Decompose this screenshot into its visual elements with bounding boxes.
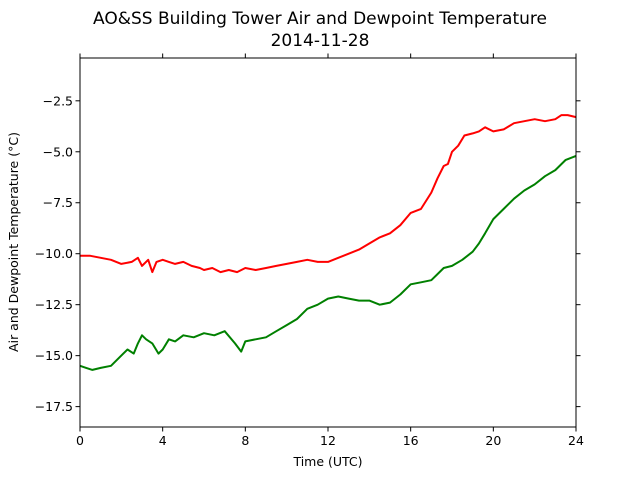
plot-lines: [79, 114, 577, 371]
y-tick-label: −5.0: [43, 144, 73, 159]
x-tick-label: 16: [403, 433, 419, 448]
x-tick-label: 12: [320, 433, 336, 448]
x-tick-label: 24: [568, 433, 584, 448]
series-line-1: [79, 154, 577, 371]
series-line-0: [80, 114, 577, 274]
y-tick-label: −7.5: [43, 195, 73, 210]
x-tick-label: 20: [485, 433, 501, 448]
x-axis-label: Time (UTC): [292, 454, 362, 469]
y-tick-label: −2.5: [43, 93, 73, 108]
y-axis: −2.5 −5.0 −7.5 −10.0 −12.5 −15.0 −17.5: [35, 93, 581, 414]
y-tick-label: −17.5: [35, 399, 73, 414]
chart-title: AO&SS Building Tower Air and Dewpoint Te…: [93, 9, 547, 29]
x-tick-label: 0: [76, 433, 84, 448]
x-tick-label: 4: [159, 433, 167, 448]
y-tick-label: −12.5: [35, 297, 73, 312]
y-tick-label: −10.0: [35, 246, 73, 261]
x-tick-label: 8: [241, 433, 249, 448]
x-axis: 0 4 8 12 16 20 24: [76, 53, 584, 448]
chart-subtitle: 2014-11-28: [271, 31, 370, 51]
plot-frame: [79, 57, 577, 428]
y-axis-label: Air and Dewpoint Temperature (°C): [6, 132, 21, 352]
y-tick-label: −15.0: [35, 348, 73, 363]
